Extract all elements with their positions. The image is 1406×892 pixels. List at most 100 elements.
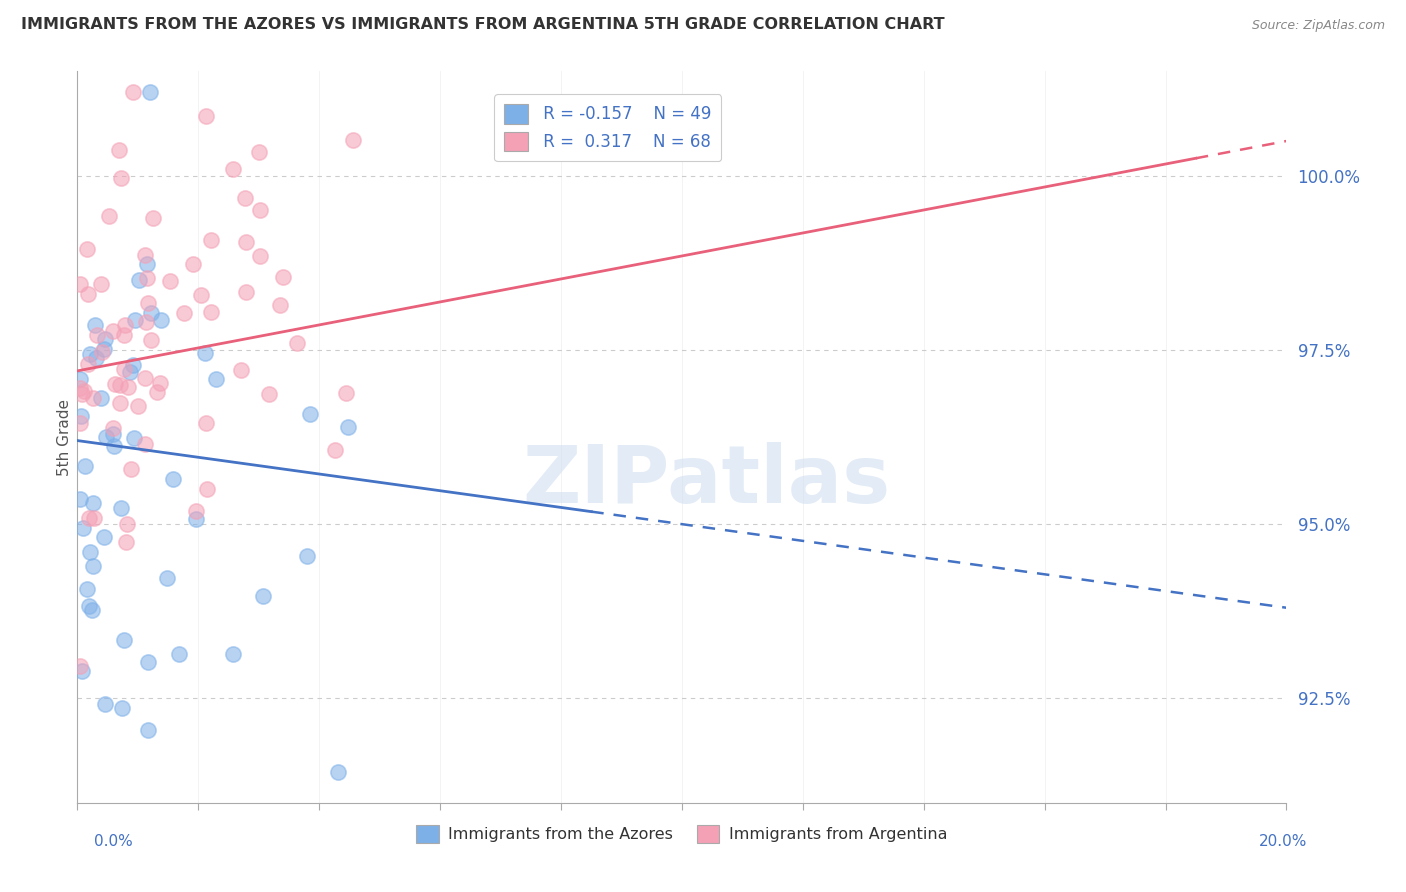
Point: [517, 122, 540, 136]
Point: [86, 328, 108, 343]
Point: [69, 277, 91, 291]
Point: [108, 396, 131, 410]
Point: [112, 362, 135, 376]
Point: [82, 391, 104, 405]
Point: [77, 357, 100, 371]
Point: [186, 503, 208, 517]
Text: 0.0%: 0.0%: [94, 834, 134, 848]
Point: [195, 482, 218, 496]
Point: [110, 171, 132, 186]
Point: [150, 313, 173, 327]
Point: [200, 305, 222, 319]
Point: [94, 332, 117, 346]
Point: [141, 334, 163, 348]
Point: [89, 391, 111, 405]
Point: [70, 387, 93, 401]
Point: [285, 335, 308, 350]
Point: [271, 269, 294, 284]
Point: [115, 516, 138, 531]
Point: [76, 242, 98, 256]
Point: [135, 315, 157, 329]
Point: [195, 109, 218, 123]
Point: [134, 371, 156, 385]
Point: [73, 384, 96, 399]
Point: [139, 306, 162, 320]
Point: [103, 439, 125, 453]
Point: [146, 385, 169, 400]
Point: [136, 723, 159, 738]
Point: [122, 431, 145, 445]
Point: [200, 233, 222, 247]
Point: [134, 248, 156, 262]
Point: [114, 632, 136, 647]
Point: [257, 387, 280, 401]
Point: [120, 462, 142, 476]
Point: [135, 257, 157, 271]
Point: [299, 407, 322, 421]
Point: [138, 296, 160, 310]
Point: [127, 399, 149, 413]
Point: [252, 589, 274, 603]
Point: [80, 603, 103, 617]
Point: [134, 437, 156, 451]
Point: [93, 531, 115, 545]
Point: [101, 426, 124, 441]
Point: [181, 257, 204, 271]
Point: [162, 472, 184, 486]
Point: [235, 235, 257, 249]
Point: [233, 191, 256, 205]
Point: [204, 372, 226, 386]
Text: ZIPatlas: ZIPatlas: [522, 442, 890, 520]
Point: [96, 430, 118, 444]
Point: [186, 512, 208, 526]
Point: [159, 274, 181, 288]
Point: [79, 346, 101, 360]
Point: [69, 372, 91, 386]
Point: [69, 416, 91, 430]
Point: [72, 521, 94, 535]
Point: [91, 345, 114, 359]
Point: [83, 510, 105, 524]
Point: [90, 277, 112, 291]
Point: [335, 385, 357, 400]
Point: [114, 535, 136, 549]
Point: [122, 358, 145, 372]
Point: [247, 145, 270, 159]
Point: [110, 501, 132, 516]
Y-axis label: 5th Grade: 5th Grade: [56, 399, 72, 475]
Point: [269, 298, 291, 312]
Point: [82, 558, 104, 573]
Point: [101, 421, 124, 435]
Point: [77, 287, 100, 301]
Point: [69, 658, 91, 673]
Point: [194, 416, 217, 430]
Point: [76, 582, 98, 596]
Point: [173, 305, 195, 319]
Text: IMMIGRANTS FROM THE AZORES VS IMMIGRANTS FROM ARGENTINA 5TH GRADE CORRELATION CH: IMMIGRANTS FROM THE AZORES VS IMMIGRANTS…: [21, 17, 945, 31]
Point: [111, 701, 134, 715]
Point: [112, 327, 135, 342]
Point: [108, 377, 131, 392]
Point: [70, 409, 93, 424]
Point: [94, 697, 117, 711]
Point: [83, 318, 105, 332]
Point: [231, 363, 253, 377]
Point: [194, 346, 217, 360]
Point: [141, 211, 163, 226]
Point: [122, 85, 145, 99]
Point: [222, 161, 245, 176]
Point: [128, 273, 150, 287]
Point: [75, 458, 97, 473]
Point: [138, 85, 160, 99]
Point: [297, 549, 319, 563]
Point: [337, 419, 360, 434]
Point: [190, 288, 212, 302]
Text: 20.0%: 20.0%: [1260, 834, 1308, 848]
Point: [117, 380, 139, 394]
Point: [77, 599, 100, 613]
Point: [69, 381, 91, 395]
Point: [77, 510, 100, 524]
Point: [69, 492, 91, 507]
Point: [222, 647, 245, 661]
Point: [342, 133, 364, 147]
